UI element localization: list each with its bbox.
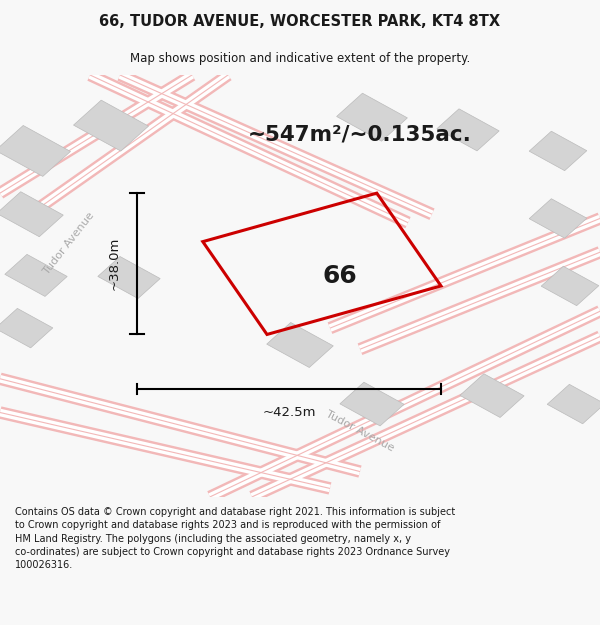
Text: 66, TUDOR AVENUE, WORCESTER PARK, KT4 8TX: 66, TUDOR AVENUE, WORCESTER PARK, KT4 8T…	[100, 14, 500, 29]
Polygon shape	[337, 93, 407, 141]
Polygon shape	[0, 308, 53, 348]
Polygon shape	[460, 374, 524, 418]
Text: ~547m²/~0.135ac.: ~547m²/~0.135ac.	[248, 124, 472, 144]
Text: Tudor Avenue: Tudor Avenue	[42, 211, 96, 277]
Polygon shape	[98, 256, 160, 299]
Polygon shape	[0, 126, 70, 176]
Polygon shape	[437, 109, 499, 151]
Polygon shape	[547, 384, 600, 424]
Text: Map shows position and indicative extent of the property.: Map shows position and indicative extent…	[130, 52, 470, 65]
Polygon shape	[5, 254, 67, 296]
Text: ~42.5m: ~42.5m	[262, 406, 316, 419]
Polygon shape	[340, 382, 404, 426]
Text: 66: 66	[323, 264, 357, 289]
Polygon shape	[0, 192, 63, 237]
Text: Tudor Avenue: Tudor Avenue	[324, 409, 396, 454]
Polygon shape	[529, 131, 587, 171]
Polygon shape	[267, 322, 333, 368]
Text: ~38.0m: ~38.0m	[107, 237, 121, 291]
Text: Contains OS data © Crown copyright and database right 2021. This information is : Contains OS data © Crown copyright and d…	[15, 507, 455, 570]
Polygon shape	[529, 199, 587, 238]
Polygon shape	[541, 266, 599, 306]
Polygon shape	[74, 100, 148, 151]
